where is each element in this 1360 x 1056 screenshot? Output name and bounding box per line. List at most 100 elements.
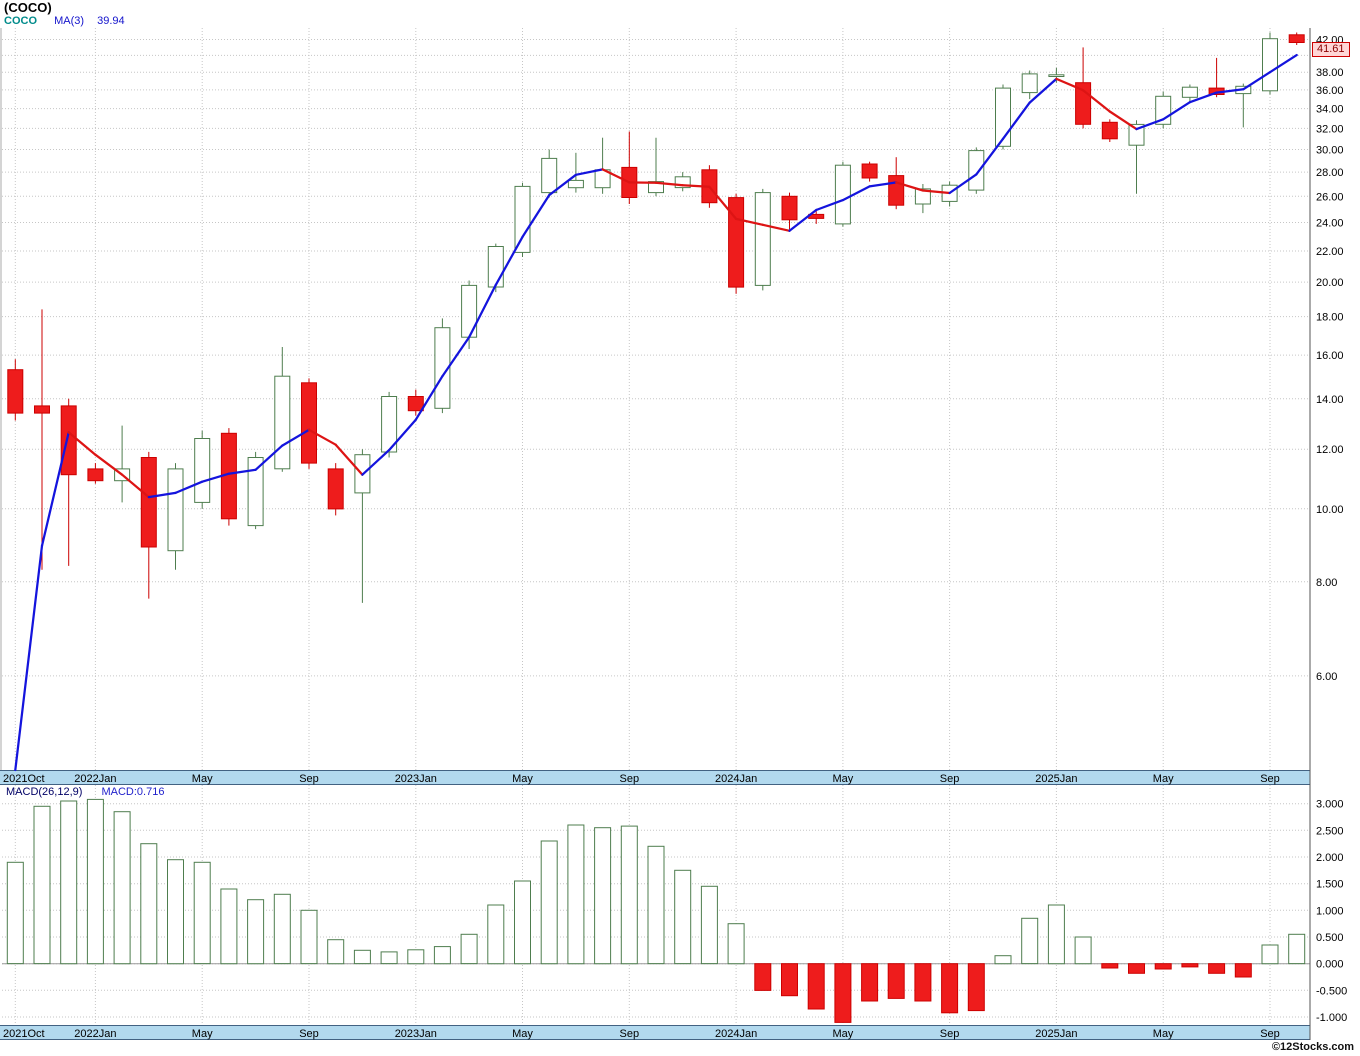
candle-down bbox=[407, 396, 424, 412]
macd-axis-label: 0.000 bbox=[1316, 959, 1344, 971]
x-axis-label: May bbox=[833, 773, 854, 785]
price-axis-label: 26.00 bbox=[1316, 191, 1344, 203]
ma-line-segment bbox=[467, 283, 497, 339]
x-axis-label: Sep bbox=[620, 773, 640, 785]
macd-bar-positive bbox=[594, 827, 612, 965]
candle-up bbox=[834, 164, 851, 225]
x-axis-label: 2022Jan bbox=[74, 773, 116, 785]
macd-bar-positive bbox=[273, 893, 291, 965]
macd-axis-label: -0.500 bbox=[1316, 985, 1347, 997]
ma-label: MA(3) bbox=[54, 15, 85, 27]
candle-up bbox=[1021, 73, 1038, 94]
macd-bar-negative bbox=[807, 963, 825, 1010]
candle-up bbox=[567, 179, 584, 189]
candle-up bbox=[1128, 123, 1145, 146]
price-axis-label: 16.00 bbox=[1316, 350, 1344, 362]
ma-line-segment bbox=[1028, 77, 1058, 104]
candle-down bbox=[34, 405, 50, 414]
candle-down bbox=[140, 457, 157, 548]
candle-up bbox=[995, 87, 1011, 147]
ma-line-segment bbox=[574, 168, 604, 176]
candle-down bbox=[781, 195, 798, 221]
candle-up bbox=[914, 188, 931, 205]
ma-line-segment bbox=[174, 480, 204, 495]
ma-line-segment bbox=[147, 491, 177, 499]
x-axis-label: 2022Jan bbox=[74, 1028, 116, 1040]
ma-line-segment bbox=[681, 184, 711, 188]
macd-bar-negative bbox=[754, 963, 772, 991]
candle-up bbox=[754, 192, 771, 286]
x-axis-label: May bbox=[192, 1028, 213, 1040]
macd-bar-positive bbox=[647, 845, 665, 965]
macd-bar-negative bbox=[914, 963, 932, 1002]
price-axis-label: 38.00 bbox=[1316, 67, 1344, 79]
macd-bar-negative bbox=[887, 963, 905, 999]
candle-down bbox=[888, 175, 905, 206]
ma-line-segment bbox=[1108, 110, 1138, 131]
candle-up bbox=[648, 181, 664, 194]
candle-down bbox=[327, 468, 344, 510]
ma-line-segment bbox=[1188, 91, 1218, 104]
ma-line-segment bbox=[254, 444, 284, 471]
macd-bar-positive bbox=[140, 843, 158, 965]
price-axis-label: 36.00 bbox=[1316, 85, 1344, 97]
macd-current-value: MACD:0.716 bbox=[101, 786, 165, 798]
candle-up bbox=[167, 468, 184, 552]
ma-line-segment bbox=[1055, 77, 1085, 92]
price-axis-label: 30.00 bbox=[1316, 145, 1344, 157]
ma-line-segment bbox=[734, 217, 764, 226]
candle-up bbox=[274, 375, 291, 470]
candle-up bbox=[487, 246, 504, 288]
macd-bar-positive bbox=[353, 949, 371, 965]
ma-line-segment bbox=[494, 235, 524, 287]
ma-line-segment bbox=[548, 173, 578, 197]
ma-line-segment bbox=[975, 137, 1005, 176]
macd-bar-negative bbox=[1208, 963, 1226, 974]
ma-line-segment bbox=[67, 431, 97, 456]
macd-bar-positive bbox=[300, 909, 318, 965]
candle-up bbox=[1262, 38, 1278, 92]
macd-bar-positive bbox=[620, 825, 638, 965]
x-axis-label: 2021Oct bbox=[3, 773, 45, 785]
macd-bar-positive bbox=[220, 888, 238, 965]
ma-line-segment bbox=[895, 181, 925, 192]
ma-line-segment bbox=[788, 208, 818, 232]
copyright-watermark: ©12Stocks.com bbox=[1271, 1041, 1354, 1053]
price-axis-label: 10.00 bbox=[1316, 504, 1344, 516]
candle-up bbox=[381, 396, 398, 453]
x-axis-label: May bbox=[833, 1028, 854, 1040]
ma-value: 39.94 bbox=[97, 15, 125, 27]
macd-bar-positive bbox=[167, 859, 184, 965]
candle-down bbox=[87, 468, 104, 482]
x-axis-label: Sep bbox=[1260, 773, 1280, 785]
ma-line-segment bbox=[1135, 118, 1165, 131]
macd-bar-negative bbox=[1128, 963, 1145, 974]
macd-bar-positive bbox=[514, 880, 531, 965]
price-axis-label: 20.00 bbox=[1316, 277, 1344, 289]
macd-bar-positive bbox=[1074, 936, 1092, 965]
candle-up bbox=[968, 150, 985, 191]
ma-line-segment bbox=[387, 418, 417, 452]
ma-line-segment bbox=[334, 443, 364, 476]
candle-up bbox=[674, 176, 691, 189]
ma-line-segment bbox=[654, 181, 684, 187]
macd-bar-positive bbox=[380, 951, 398, 965]
macd-bar-negative bbox=[1154, 963, 1172, 970]
macd-bar-positive bbox=[1047, 904, 1065, 965]
ma-line-segment bbox=[307, 428, 337, 446]
macd-bar-positive bbox=[567, 824, 585, 965]
candle-up bbox=[247, 457, 264, 527]
macd-bar-negative bbox=[1101, 963, 1119, 969]
macd-bar-positive bbox=[6, 861, 24, 965]
x-axis-label: Sep bbox=[299, 773, 319, 785]
price-axis-label: 8.00 bbox=[1316, 577, 1337, 589]
macd-bar-positive bbox=[60, 800, 78, 965]
macd-bar-positive bbox=[247, 899, 265, 965]
macd-axis-label: 0.500 bbox=[1316, 932, 1344, 944]
macd-bar-negative bbox=[861, 963, 879, 1002]
macd-axis-label: 3.000 bbox=[1316, 799, 1344, 811]
candle-up bbox=[194, 438, 211, 503]
candle-up bbox=[1181, 86, 1198, 98]
macd-bar-positive bbox=[487, 904, 505, 965]
